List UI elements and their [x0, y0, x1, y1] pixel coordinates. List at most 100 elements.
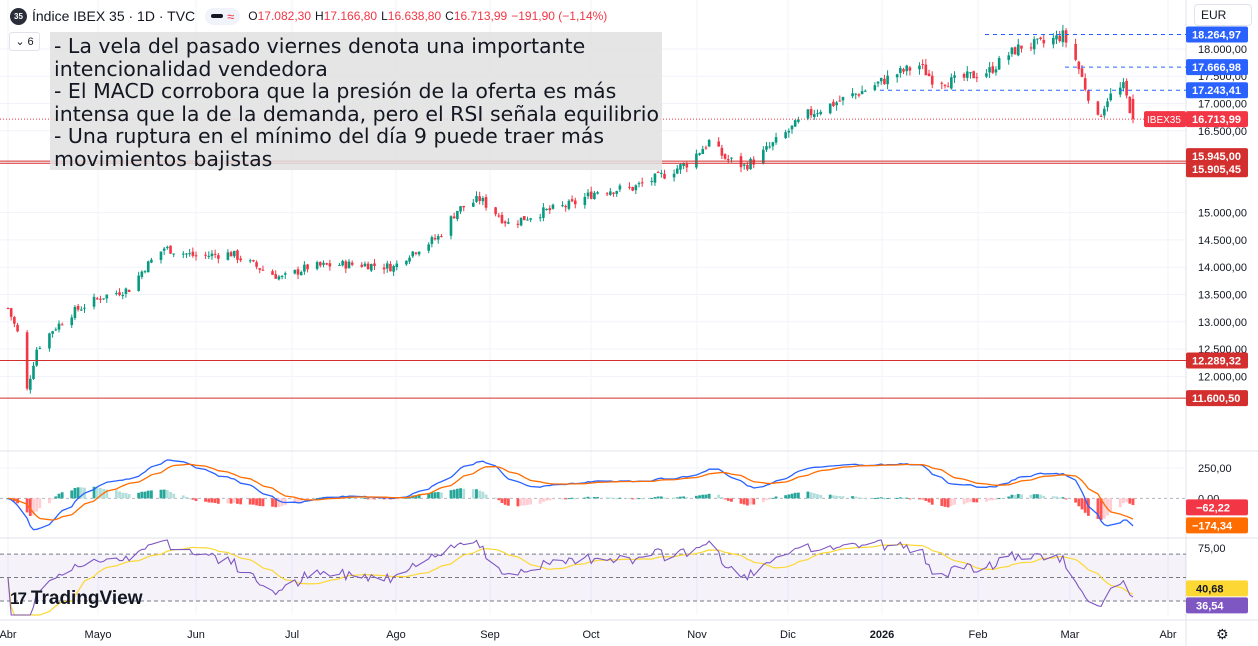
- candle-body: [809, 109, 813, 116]
- candle-body: [274, 274, 278, 279]
- candle-body: [704, 147, 708, 149]
- candle-body: [497, 215, 501, 217]
- macd-histogram-bar: [984, 498, 988, 502]
- rsi-ma-line: [7, 543, 1134, 616]
- candle-body: [583, 197, 587, 205]
- candle-body: [707, 140, 711, 147]
- macd-histogram-bar: [471, 489, 475, 499]
- candle-body: [217, 255, 220, 259]
- candle-body: [1058, 35, 1061, 41]
- candle-body: [851, 93, 854, 97]
- macd-histogram-bar: [1131, 498, 1135, 506]
- macd-histogram-bar: [57, 493, 61, 499]
- candle-body: [1029, 47, 1033, 49]
- candle-body: [430, 237, 434, 244]
- candle-body: [589, 191, 593, 199]
- candle-body: [1118, 87, 1122, 95]
- macd-histogram-bar: [449, 490, 453, 499]
- candle-body: [500, 214, 504, 223]
- candle-body: [70, 317, 74, 326]
- settings-gear-icon[interactable]: ⚙: [1216, 626, 1229, 642]
- candle-body: [675, 168, 679, 174]
- indicators-collapse-button[interactable]: ⌄ 6: [9, 32, 40, 51]
- candle-body: [615, 191, 619, 194]
- candle-body: [283, 273, 287, 275]
- candle-body: [261, 269, 265, 271]
- macd-histogram-bar: [949, 498, 953, 507]
- candle-body: [819, 111, 822, 115]
- macd-histogram-bar: [204, 498, 207, 502]
- candle-body: [347, 261, 351, 269]
- time-axis-label: Jul: [285, 629, 299, 641]
- time-axis-label: Ago: [386, 629, 406, 641]
- status-pill[interactable]: ≈: [205, 7, 241, 25]
- candle-body: [1036, 38, 1039, 40]
- candle-body: [484, 197, 488, 208]
- macd-histogram-bar: [972, 498, 976, 503]
- macd-histogram-bar: [564, 498, 568, 500]
- market-status-icon: [211, 14, 224, 18]
- price-level-label: 17.243,41: [1192, 85, 1241, 97]
- candle-body: [765, 146, 768, 150]
- price-tick-label: 17.000,00: [1198, 98, 1247, 110]
- macd-histogram-bar: [905, 497, 909, 499]
- close-value: 16.713,99: [453, 9, 508, 23]
- macd-histogram-bar: [500, 498, 504, 503]
- candle-body: [162, 248, 166, 251]
- macd-histogram-bar: [854, 496, 858, 499]
- macd-histogram-bar: [366, 498, 370, 500]
- candle-body: [494, 207, 497, 215]
- macd-histogram-bar: [70, 490, 74, 499]
- candle-body: [653, 173, 657, 183]
- annotation-note[interactable]: - La vela del pasado viernes denota una …: [50, 32, 662, 170]
- candle-body: [650, 180, 654, 182]
- price-level-label: 15.945,00: [1192, 151, 1241, 163]
- macd-histogram-bar: [350, 497, 354, 499]
- macd-histogram-bar: [618, 497, 622, 499]
- candle-body: [296, 269, 300, 275]
- candle-body: [124, 288, 128, 294]
- change-value: −191,90 (−1,14%): [511, 9, 608, 23]
- candle-body: [507, 222, 510, 224]
- candle-body: [325, 263, 328, 265]
- tradingview-logo[interactable]: 17 TradingView: [10, 588, 143, 610]
- symbol-title[interactable]: Índice IBEX 35 · 1D · TVC: [32, 8, 196, 24]
- candle-body: [159, 251, 163, 260]
- candle-body: [408, 257, 411, 262]
- macd-histogram-bar: [637, 498, 641, 500]
- macd-histogram-bar: [360, 498, 364, 500]
- macd-histogram-bar: [1102, 498, 1106, 519]
- macd-histogram-bar: [723, 498, 727, 500]
- macd-histogram-bar: [248, 498, 252, 505]
- candle-body: [121, 295, 125, 297]
- macd-histogram-bar: [296, 498, 300, 503]
- macd-histogram-bar: [774, 496, 778, 499]
- macd-histogram-bar: [433, 492, 437, 499]
- candle-body: [768, 146, 771, 148]
- candle-body: [280, 276, 284, 278]
- macd-histogram-bar: [589, 497, 593, 499]
- macd-histogram-bar: [54, 496, 58, 499]
- macd-histogram-bar: [494, 497, 498, 499]
- macd-histogram-bar: [497, 498, 501, 501]
- candle-body: [720, 147, 724, 156]
- candle-body: [548, 208, 552, 211]
- macd-histogram-bar: [570, 497, 574, 499]
- macd-histogram-bar: [962, 498, 966, 505]
- macd-hist-label: −62,22: [1196, 502, 1230, 514]
- candle-body: [38, 347, 42, 349]
- candle-body: [83, 307, 86, 309]
- candle-body: [373, 263, 376, 266]
- symbol-badge[interactable]: 35: [10, 7, 27, 25]
- macd-histogram-bar: [812, 493, 816, 499]
- macd-histogram-bar: [318, 497, 322, 499]
- candle-body: [322, 262, 325, 265]
- candle-body: [953, 75, 956, 78]
- candle-body: [863, 90, 867, 92]
- macd-histogram-bar: [953, 498, 956, 505]
- macd-signal-label: −174,34: [1192, 520, 1233, 532]
- macd-histogram-bar: [784, 495, 788, 499]
- currency-selector[interactable]: EUR: [1194, 4, 1252, 26]
- macd-histogram-bar: [628, 497, 631, 499]
